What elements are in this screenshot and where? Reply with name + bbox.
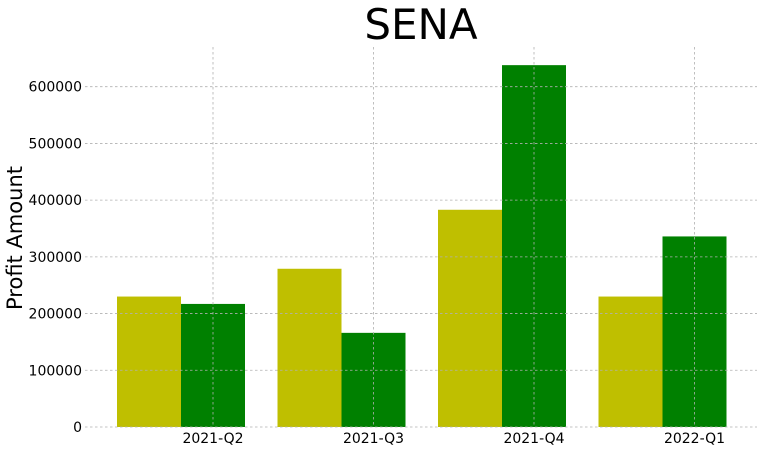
x-tick-label: 2021-Q4 — [503, 431, 564, 447]
bar-2022-Q1-series-1 — [598, 296, 663, 427]
chart-title: SENA — [364, 0, 478, 49]
bar-2021-Q3-series-1 — [277, 268, 342, 427]
y-tick-label: 600000 — [29, 80, 82, 96]
grid-lines — [85, 47, 757, 428]
x-tick-label: 2021-Q3 — [343, 431, 404, 447]
y-axis-label: Profit Amount — [3, 166, 27, 310]
y-tick-labels: 0 100000 200000 300000 400000 500000 600000 — [29, 80, 82, 436]
bars — [117, 65, 727, 427]
y-tick-label: 300000 — [29, 250, 82, 266]
y-tick-label: 500000 — [29, 136, 82, 152]
bar-2021-Q2-series-1 — [117, 296, 181, 427]
x-tick-label: 2022-Q1 — [664, 431, 725, 447]
bar-2021-Q4-series-2 — [502, 65, 566, 427]
y-tick-label: 0 — [73, 420, 82, 436]
x-tick-label: 2021-Q2 — [182, 431, 243, 447]
y-tick-label: 400000 — [29, 193, 82, 209]
bar-2021-Q4-series-1 — [438, 209, 502, 427]
y-tick-label: 100000 — [29, 363, 82, 379]
x-tick-labels: 2021-Q2 2021-Q3 2021-Q4 2022-Q1 — [182, 431, 725, 447]
y-tick-label: 200000 — [29, 307, 82, 323]
